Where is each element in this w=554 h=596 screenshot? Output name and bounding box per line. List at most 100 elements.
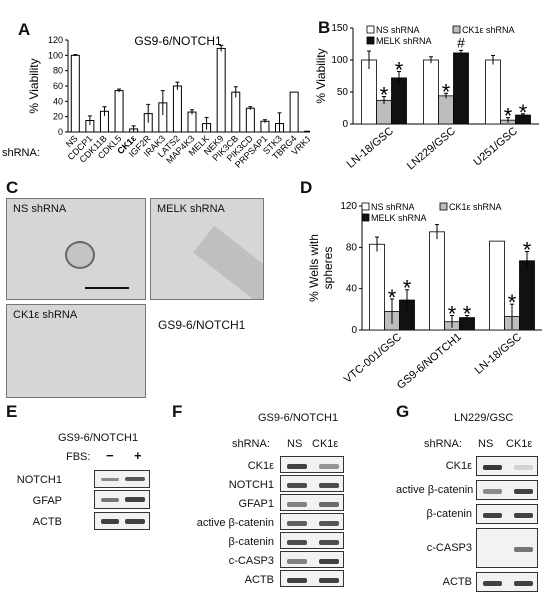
panel-f-condition-label: shRNA: [232,438,270,450]
panel-f-title: GS9-6/NOTCH1 [258,412,339,424]
chart-b-significance-mark: * [504,104,513,129]
blot-g-row-label: c-CASP3 [426,542,472,554]
chart-a-y-label: % Viability [27,58,41,113]
scale-bar [85,287,129,289]
chart-d-y-tick-label: 80 [346,242,358,253]
blot-g-band [514,547,533,552]
blot-band [125,477,145,481]
blot-f-row-label: β-catenin [228,536,274,548]
chart-b-significance-mark: * [442,79,451,104]
chart-a-y-tick-label: 60 [53,81,63,91]
blot-g-band [514,581,533,586]
blot-g-band [483,513,502,518]
chart-a: GS9-6/NOTCH1 0 20 40 60 80 100 120 % Viability s… [2,34,310,170]
chart-d-legend-swatch [439,202,448,211]
chart-d-legend-label: CK1ε shRNA [449,202,502,212]
chart-b-y-label: % Viability [314,48,328,103]
blot-f-band [319,520,339,526]
chart-b-significance-mark: * [380,82,389,107]
chart-b-y-tick-label: 50 [337,87,349,98]
chart-a-bar [304,130,310,133]
chart-a-x-prefix: shRNA: [2,147,40,159]
sphere-shape [65,241,95,269]
panel-letter-d: D [300,178,313,197]
chart-b-legend-label: NS shRNA [376,25,420,35]
chart-a-bar [245,107,255,133]
blot-band [101,519,119,524]
micrograph-caption: CK1ε shRNA [13,309,78,321]
blot-g-row-label: β-catenin [426,508,472,520]
chart-d-significance-mark: * [388,285,397,310]
chart-a-y-tick-label: 120 [48,35,63,45]
chart-d-significance-mark: * [448,302,457,327]
chart-a-bar [172,85,182,133]
blot-g-row-label: CK1ε [445,460,472,472]
chart-b-x-tick-label: U251/GSC [471,125,520,168]
blot-g-band [514,465,533,470]
panel-e-condition-1: − [106,448,114,463]
blot-f-band [319,539,339,545]
chart-d-y-label: spheres [321,247,335,290]
chart-d-bar [369,243,385,331]
blot-f-band [319,558,339,564]
blot-label: GFAP [32,495,62,507]
chart-d-x-tick-label: VTC-001/GSC [342,331,404,386]
chart-d-y-tick-label: 0 [351,325,357,336]
micrograph-melk-shrna: MELK shRNA [150,198,264,300]
panel-letter-e: E [6,402,18,421]
chart-a-y-tick-label: 80 [53,66,63,76]
chart-d-x-tick-label: GS9-6/NOTCH1 [395,331,464,392]
chart-d-significance-mark: * [523,237,532,262]
chart-b-x-tick-label: LN229/GSC [405,125,458,172]
chart-a-y-tick-label: 40 [53,96,63,106]
panel-letter-f: F [172,402,183,421]
chart-b-bar [453,52,469,125]
chart-a-bar [70,54,80,133]
panel-e-condition-label: FBS: [66,451,91,463]
chart-d-legend-label: NS shRNA [371,202,415,212]
blot-f-band [319,482,339,488]
chart-b-y-tick-label: 150 [331,23,348,34]
blot-f-blot-strip [280,475,344,492]
chart-b-legend-swatch [366,36,375,45]
blot-f-blot-strip [280,494,344,511]
blot-f-row-label: ACTB [244,574,274,586]
blot-f-row-label: active β-catenin [196,517,274,529]
blot-label: NOTCH1 [16,474,62,486]
chart-b-bar [423,59,439,125]
blot-band [125,519,145,524]
chart-a-bar [231,91,241,133]
panel-g-condition-1: NS [478,438,494,450]
blot-f-band [319,501,339,507]
panel-letter-g: G [396,402,410,421]
chart-d-bar [519,260,535,331]
blot-band [101,478,119,481]
blot-g-band [483,581,502,586]
blot-f-band [287,482,307,488]
chart-a-bar [114,90,124,133]
blot-f-blot-strip [280,513,344,530]
chart-d-legend-swatch [361,213,370,222]
chart-d-x-tick-label: LN-18/GSC [473,331,524,377]
blot-gfap [94,490,150,509]
micrograph-ns-shrna: NS shRNA [6,198,146,300]
blot-f-band [287,539,307,545]
chart-d-legend-swatch [361,202,370,211]
chart-b-bar [391,77,407,125]
chart-b-legend-swatch [366,25,375,34]
blot-f-band [287,577,307,583]
chart-d-bar [429,231,445,331]
blot-g-blot-strip [476,528,538,568]
blot-f-row-label: CK1ε [247,460,274,472]
blot-g-band [514,513,533,518]
chart-b-bar [361,59,377,125]
blot-band [101,498,119,502]
debris-streak [193,225,263,299]
blot-g-blot-strip [476,480,538,500]
chart-a-y-tick-label: 20 [53,112,63,122]
micrograph-caption: MELK shRNA [157,203,225,215]
chart-d-significance-mark: * [403,276,412,301]
blot-g-band [483,489,502,494]
chart-b-y-tick-label: 0 [342,119,348,130]
